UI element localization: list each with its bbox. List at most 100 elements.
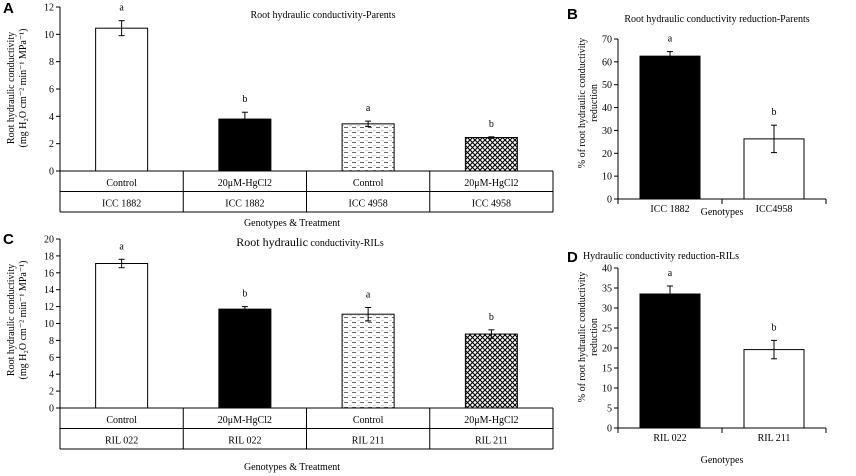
chart-b-sig-letter-2: b — [772, 107, 777, 118]
chart-b: 0 10 20 30 40 50 60 70 a ICC 1882 b ICC4958 — [602, 34, 827, 215]
panel-label-b: B — [567, 6, 578, 23]
chart-c-bar-1 — [95, 263, 149, 409]
chart-d: 0 5 10 15 20 25 30 35 40 a RIL 022 b RIL 211 — [602, 264, 827, 444]
charts-layer: 0 2 4 6 8 10 12 a Control ICC 1882 b 20μM-HgCl2 ICC … — [44, 3, 827, 450]
chart-c-genotype-label-1: RIL 022 — [105, 436, 138, 447]
chart-a-ylabel-2: (mg H₂O cm⁻² min⁻¹ MPa⁻¹) — [18, 29, 29, 148]
chart-b-ytick-label: 20 — [602, 149, 612, 160]
chart-a-ytick-label: 12 — [44, 3, 54, 14]
chart-b-genotype-label-2: ICC4958 — [756, 204, 793, 215]
chart-c-treatment-label-2: 20μM-HgCl2 — [218, 415, 272, 426]
chart-a-ylabel-1: Root hydraulic conductivity — [6, 32, 17, 144]
chart-c-genotype-label-3: RIL 211 — [352, 436, 385, 447]
chart-d-sig-letter-2: b — [772, 322, 777, 333]
chart-d-ytick-label: 15 — [602, 364, 612, 375]
chart-d-ytick-label: 0 — [607, 424, 612, 435]
chart-b-ytick-label: 10 — [602, 172, 612, 183]
chart-d-ytick-label: 5 — [607, 404, 612, 415]
chart-d-ytick-label: 10 — [602, 384, 612, 395]
chart-a-genotype-label-2: ICC 1882 — [225, 199, 264, 210]
chart-c-ytick-label: 14 — [44, 285, 54, 296]
chart-d-ylabel-1: % of root hydraulic conductivity — [577, 272, 588, 403]
chart-b-ytick-label: 40 — [602, 103, 612, 114]
chart-c-sig-letter-3: a — [366, 289, 371, 300]
chart-c-ytick-label: 16 — [44, 268, 54, 279]
chart-a-sig-letter-4: b — [489, 119, 494, 130]
chart-b-ylabel-2: reduction — [589, 84, 600, 122]
chart-b-ytick-label: 0 — [607, 195, 612, 206]
chart-c-ytick-label: 10 — [44, 319, 54, 330]
chart-c-ytick-label: 2 — [49, 387, 54, 398]
chart-a-treatment-label-3: Control — [353, 178, 384, 189]
chart-a-treatment-label-1: Control — [106, 178, 137, 189]
chart-a-title: Root hydraulic conductivity-Parents — [251, 10, 396, 21]
chart-c-ytick-label: 12 — [44, 302, 54, 313]
chart-a-ytick-label: 4 — [49, 112, 54, 123]
chart-d-xlabel: Genotypes — [701, 455, 744, 466]
chart-d-bar-2 — [743, 349, 805, 429]
chart-a-treatment-label-2: 20μM-HgCl2 — [218, 178, 272, 189]
chart-c-ytick-label: 0 — [49, 404, 54, 415]
chart-a-sig-letter-3: a — [366, 103, 371, 114]
chart-c-ytick-label: 18 — [44, 251, 54, 262]
chart-c-ylabel-1: Root hydraulic conductivity — [6, 264, 17, 376]
chart-a-ytick-label: 6 — [49, 85, 54, 96]
chart-c-sig-letter-2: b — [242, 289, 247, 300]
chart-d-ytick-label: 25 — [602, 324, 612, 335]
chart-a-sig-letter-2: b — [242, 94, 247, 105]
chart-d-ylabel-2: reduction — [589, 318, 600, 356]
chart-b-ylabel-1: % of root hydraulic conductivity — [577, 38, 588, 169]
chart-d-title: Hydraulic conductivity reduction-RILs — [583, 251, 739, 262]
chart-a-genotype-label-3: ICC 4958 — [349, 199, 388, 210]
panel-label-c: C — [3, 231, 14, 248]
chart-c-treatment-label-4: 20μM-HgCl2 — [464, 415, 518, 426]
chart-a-genotype-label-1: ICC 1882 — [102, 199, 141, 210]
chart-c-ytick-label: 6 — [49, 353, 54, 364]
chart-c-xlabel: Genotypes & Treatment — [244, 462, 340, 473]
chart-a-bar-3 — [341, 123, 395, 172]
chart-c-sig-letter-1: a — [119, 241, 124, 252]
chart-a-sig-letter-1: a — [119, 3, 124, 14]
chart-a-bar-1 — [95, 27, 149, 172]
chart-b-title: Root hydraulic conductivity reduction-Pa… — [624, 14, 809, 25]
chart-a-bar-4 — [464, 137, 518, 172]
chart-d-sig-letter-1: a — [668, 268, 673, 279]
chart-c-ytick-label: 20 — [44, 235, 54, 246]
chart-c-title-main: Root hydraulic — [236, 235, 308, 249]
chart-c-genotype-label-4: RIL 211 — [475, 436, 508, 447]
chart-c-genotype-label-2: RIL 022 — [228, 436, 261, 447]
chart-b-ytick-label: 50 — [602, 80, 612, 91]
chart-b-xlabel: Genotypes — [701, 207, 744, 218]
chart-c-treatment-label-1: Control — [106, 415, 137, 426]
chart-c-title: Root hydraulic conductivity-RILs — [236, 235, 384, 249]
chart-c-ylabel-2: (mg H₂O cm⁻² min⁻¹ MPa⁻¹) — [18, 261, 29, 380]
chart-b-bar-1 — [639, 55, 701, 200]
chart-b-ytick-label: 30 — [602, 126, 612, 137]
chart-a: 0 2 4 6 8 10 12 a Control ICC 1882 b 20μM-HgCl2 ICC … — [44, 3, 554, 213]
chart-c-bar-3 — [341, 313, 395, 409]
chart-b-ytick-label: 70 — [602, 35, 612, 46]
chart-a-treatment-label-4: 20μM-HgCl2 — [464, 178, 518, 189]
chart-b-sig-letter-1: a — [668, 34, 673, 45]
chart-c-ytick-label: 4 — [49, 370, 54, 381]
chart-a-genotype-label-4: ICC 4958 — [472, 199, 511, 210]
chart-d-genotype-label-2: RIL 211 — [758, 433, 791, 444]
chart-d-ytick-label: 40 — [602, 264, 612, 275]
chart-c: 0 2 4 6 8 10 12 14 16 18 20 a Control RIL 022 b 20μM-Hg… — [44, 235, 554, 450]
chart-d-genotype-label-1: RIL 022 — [653, 433, 686, 444]
panel-label-a: A — [3, 0, 14, 17]
chart-d-ytick-label: 20 — [602, 344, 612, 355]
chart-a-xlabel: Genotypes & Treatment — [244, 218, 340, 229]
chart-a-ytick-label: 2 — [49, 139, 54, 150]
chart-c-bar-4 — [464, 333, 518, 409]
chart-c-bar-2 — [218, 308, 272, 409]
chart-d-ytick-label: 35 — [602, 284, 612, 295]
chart-b-genotype-label-1: ICC 1882 — [650, 204, 689, 215]
chart-a-ytick-label: 0 — [49, 167, 54, 178]
chart-c-treatment-label-3: Control — [353, 415, 384, 426]
chart-b-ytick-label: 60 — [602, 57, 612, 68]
chart-d-bar-1 — [639, 293, 701, 429]
chart-a-ytick-label: 8 — [49, 57, 54, 68]
chart-c-ytick-label: 8 — [49, 336, 54, 347]
